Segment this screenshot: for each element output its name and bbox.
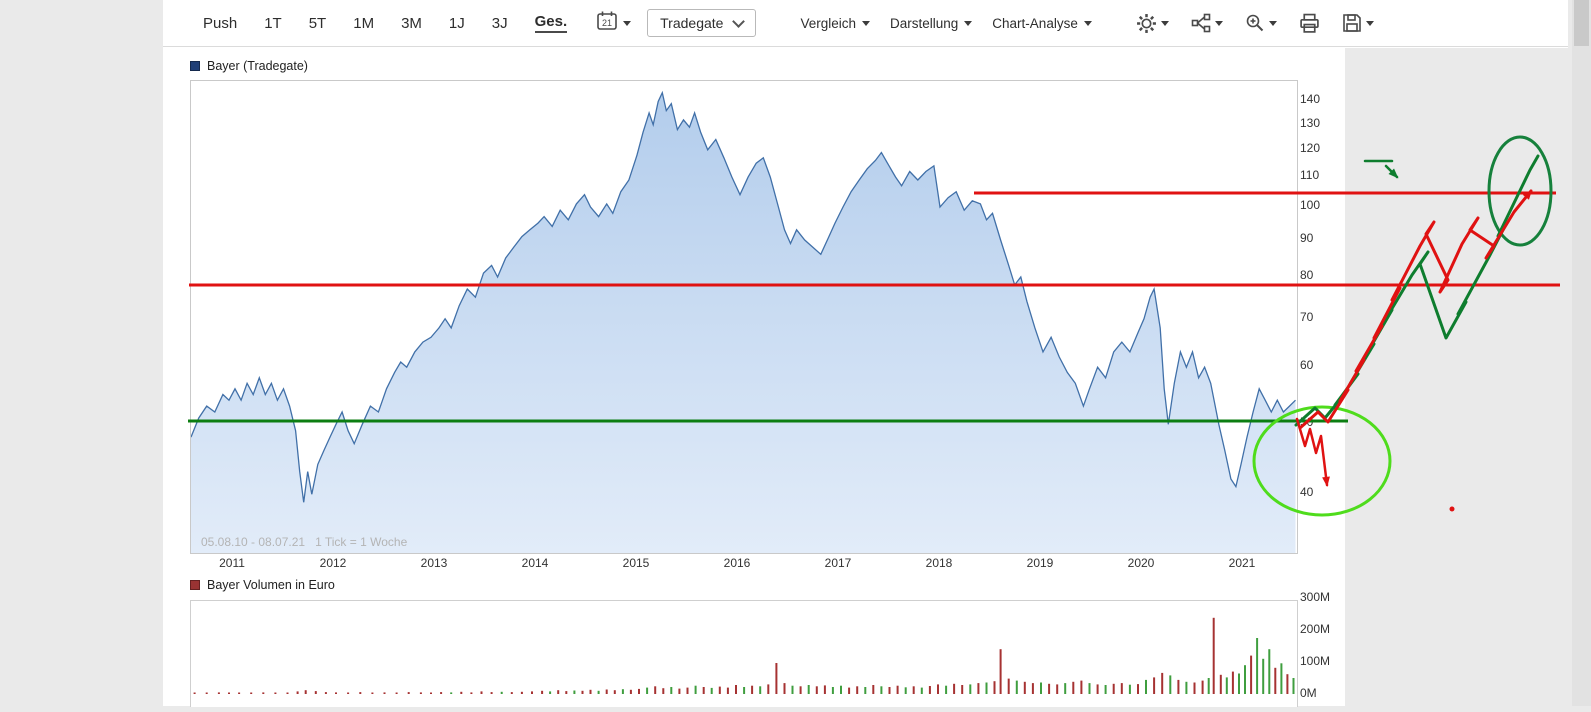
- calendar-icon: 21: [596, 10, 618, 37]
- volume-y-axis-label: 200M: [1300, 622, 1331, 636]
- volume-bars-svg: [193, 617, 1295, 694]
- volume-chart-plot-area[interactable]: [190, 600, 1298, 707]
- x-axis-label: 2014: [521, 556, 549, 570]
- volume-y-axis-label: 100M: [1300, 654, 1331, 668]
- menu-darstellung[interactable]: Darstellung: [890, 15, 973, 31]
- period-1m[interactable]: 1M: [353, 14, 375, 32]
- x-axis-label: 2015: [622, 556, 650, 570]
- period-1t[interactable]: 1T: [264, 14, 282, 32]
- y-axis-label: 110: [1300, 168, 1320, 183]
- chevron-down-icon: [1083, 20, 1092, 26]
- chevron-down-icon: [1160, 20, 1169, 26]
- period-5t[interactable]: 5T: [308, 14, 327, 32]
- menu-chart-analyse-label: Chart-Analyse: [992, 15, 1078, 31]
- print-button[interactable]: [1299, 13, 1320, 34]
- y-axis-label: 60: [1300, 358, 1314, 373]
- chevron-down-icon: [862, 20, 870, 26]
- x-axis-label: 2018: [925, 556, 953, 570]
- settings-button[interactable]: [1136, 13, 1169, 34]
- x-axis-label: 2020: [1127, 556, 1155, 570]
- price-area-fill: [191, 92, 1296, 553]
- y-axis-label: 80: [1300, 267, 1314, 282]
- period-push[interactable]: Push: [203, 14, 238, 32]
- y-axis-label: 120: [1300, 140, 1321, 155]
- svg-text:21: 21: [602, 18, 612, 28]
- calendar-range-button[interactable]: 21: [596, 10, 632, 37]
- chart-toolbar: Push 1T 5T 1M 3M 1J 3J Ges. 21 Tradegate…: [163, 0, 1568, 47]
- period-3j[interactable]: 3J: [491, 14, 508, 32]
- y-axis-label: 40: [1300, 485, 1314, 500]
- y-axis-label: 140: [1300, 92, 1321, 107]
- volume-legend-swatch: [190, 580, 200, 590]
- zoom-in-icon: [1245, 13, 1265, 33]
- price-chart-legend: Bayer (Tradegate): [190, 59, 308, 73]
- menu-vergleich[interactable]: Vergleich: [800, 16, 870, 31]
- period-gesamt[interactable]: Ges.: [534, 13, 568, 33]
- chart-module-panel: Push 1T 5T 1M 3M 1J 3J Ges. 21 Tradegate…: [163, 0, 1568, 707]
- y-axis-label: 90: [1300, 231, 1314, 246]
- price-area-chart: [190, 90, 1296, 553]
- period-3m[interactable]: 3M: [401, 14, 422, 32]
- chevron-down-icon: [1268, 20, 1277, 26]
- share-nodes-icon: [1191, 13, 1211, 33]
- gear-icon: [1136, 13, 1157, 34]
- y-axis-label: 130: [1300, 115, 1321, 130]
- x-axis-label: 2021: [1228, 556, 1256, 570]
- chevron-down-icon: [623, 20, 632, 26]
- x-axis-label: 2011: [219, 556, 245, 570]
- volume-y-axis-label: 0M: [1300, 686, 1317, 700]
- y-axis-label: 100: [1300, 198, 1321, 212]
- x-axis-label: 2013: [420, 556, 448, 570]
- volume-y-axis-label: 300M: [1300, 590, 1331, 604]
- exchange-select[interactable]: Tradegate: [647, 9, 757, 37]
- x-axis-label: 2016: [723, 556, 751, 570]
- menu-darstellung-label: Darstellung: [890, 15, 959, 31]
- chevron-down-icon: [964, 20, 973, 26]
- x-axis-label: 2019: [1026, 556, 1054, 570]
- right-margin-area: [1345, 48, 1568, 706]
- price-line: [190, 90, 1296, 503]
- scrollbar-thumb[interactable]: [1574, 0, 1589, 46]
- save-button[interactable]: [1342, 13, 1374, 33]
- price-chart-plot-area[interactable]: 05.08.10 - 08.07.21 1 Tick = 1 Woche: [190, 80, 1298, 554]
- y-axis-label: 50: [1300, 415, 1314, 430]
- price-legend-swatch: [190, 61, 200, 71]
- menu-vergleich-label: Vergleich: [800, 15, 856, 31]
- chevron-down-icon: [1365, 20, 1374, 26]
- x-axis-label: 2017: [824, 556, 852, 570]
- price-legend-label: Bayer (Tradegate): [207, 59, 308, 73]
- chart-watermark: 05.08.10 - 08.07.21 1 Tick = 1 Woche: [201, 535, 408, 549]
- zoom-button[interactable]: [1245, 13, 1277, 33]
- exchange-select-value: Tradegate: [660, 15, 724, 31]
- menu-chart-analyse[interactable]: Chart-Analyse: [992, 16, 1092, 31]
- chevron-down-icon: [1214, 20, 1223, 26]
- volume-chart-legend: Bayer Volumen in Euro: [190, 578, 335, 592]
- volume-legend-label: Bayer Volumen in Euro: [207, 578, 335, 592]
- page-scrollbar[interactable]: [1572, 0, 1591, 706]
- y-axis-label: 70: [1300, 309, 1314, 324]
- chevron-down-icon: [732, 14, 746, 28]
- period-1j[interactable]: 1J: [448, 14, 465, 32]
- x-axis-label: 2012: [319, 556, 347, 570]
- printer-icon: [1299, 13, 1320, 34]
- save-icon: [1342, 13, 1362, 33]
- share-button[interactable]: [1191, 13, 1223, 33]
